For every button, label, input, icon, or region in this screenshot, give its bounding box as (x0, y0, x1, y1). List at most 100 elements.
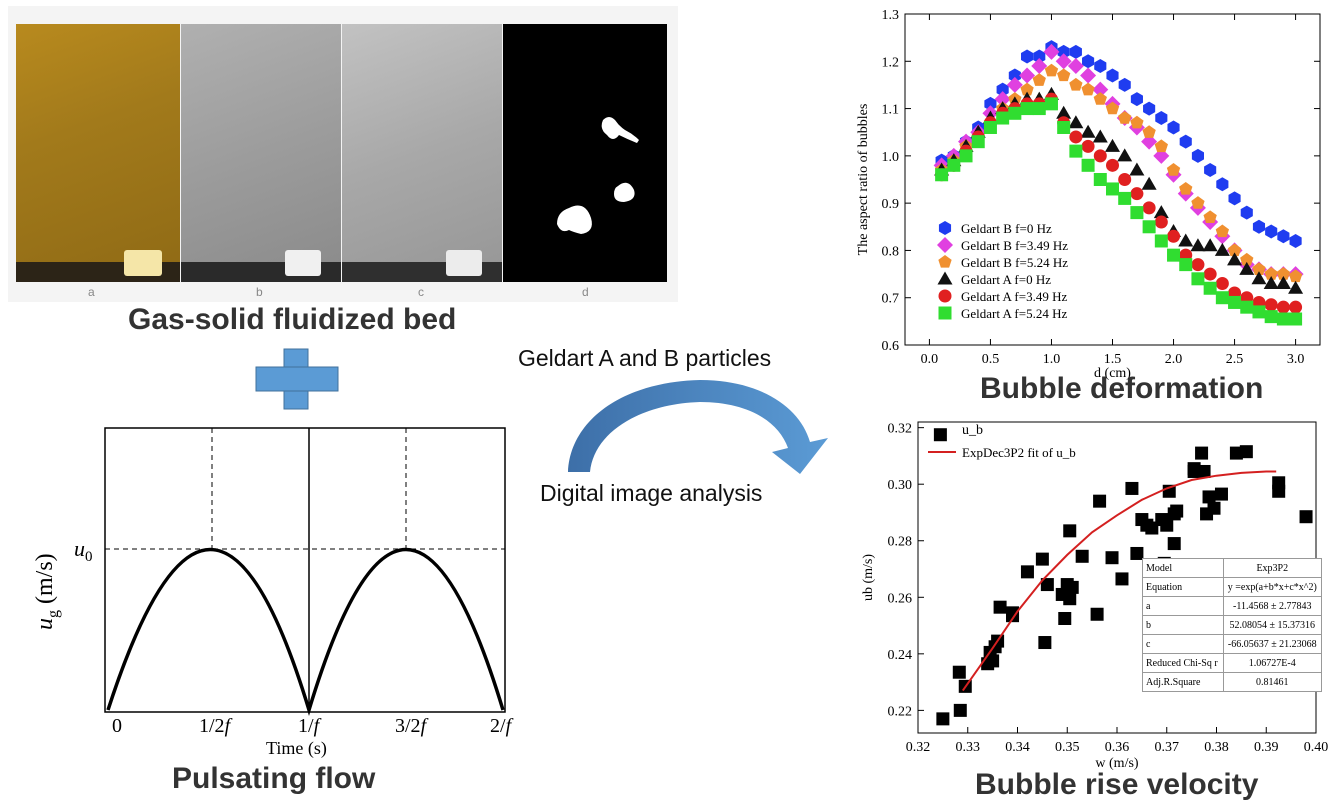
chart2-point (1063, 592, 1077, 606)
chart1-point (1118, 173, 1132, 186)
chart1-point (1203, 281, 1217, 295)
chart2-xtick-label: 0.35 (1055, 740, 1080, 755)
chart1-ytick-label: 1.2 (882, 55, 900, 70)
chart2-legend-label: ExpDec3P2 fit of u_b (962, 445, 1076, 460)
chart1-point (1006, 76, 1023, 93)
fit-table-key: Adj.R.Square (1142, 672, 1224, 692)
chart1-point (1069, 144, 1083, 158)
chart2-point (1145, 521, 1159, 535)
chart2-point (1020, 565, 1034, 579)
chart2-point (1130, 546, 1144, 560)
chart2-ytick-label: 0.26 (888, 591, 913, 606)
chart2-xtick-label: 0.34 (1005, 740, 1030, 755)
chart2-point (1040, 578, 1054, 592)
chart1-point (984, 96, 997, 111)
rise-velocity-chart: 0.22 0.24 0.26 0.28 0.30 0.32 0.32 0.33 0.34 0.35… (861, 421, 1329, 771)
chart2-point (952, 665, 966, 679)
chart1-point (1032, 73, 1046, 86)
chart1-point (1179, 134, 1192, 149)
chart2-point (1272, 476, 1286, 490)
chart2-point (1170, 504, 1184, 518)
fit-table-value: -11.4568 ± 2.77843 (1222, 596, 1323, 616)
chart1-point (1191, 272, 1205, 286)
chart2-point (936, 712, 950, 726)
chart1-point (1081, 82, 1095, 96)
photo-panel-b (181, 24, 341, 282)
chart1-point (1227, 243, 1242, 257)
pulse-tick-threehalf: 3/2f (395, 715, 429, 737)
chart1-xtick-label: 0.0 (921, 352, 939, 367)
fit-table-key: Model (1142, 558, 1224, 578)
chart1-point (1251, 271, 1267, 285)
fit-table-row: b 52.08054 ± 15.37316 (1142, 615, 1323, 635)
chart1-point (959, 149, 973, 163)
chart1-xtick-label: 2.0 (1165, 352, 1183, 367)
chart1-point (1203, 210, 1217, 223)
chart1-point (1227, 252, 1243, 266)
chart1-point (1265, 224, 1278, 239)
chart1-ytick-label: 1.1 (882, 103, 900, 118)
chart1-point (1166, 163, 1181, 176)
chart1-point (1276, 300, 1290, 314)
fit-table-value: Exp3P2 (1222, 558, 1323, 578)
pulsating-flow-diagram: ug (m/s) u0 0 1/2f 1/f 3/2f 2/f Time (s) (32, 427, 514, 759)
chart1-legend-label: Geldart A f=0 Hz (961, 272, 1051, 287)
chart1-point (1288, 280, 1304, 294)
chart1-point (1032, 102, 1046, 116)
pulse-tick-two: 2/f (490, 715, 514, 737)
chart1-point (1264, 298, 1278, 312)
chart1-point (1057, 120, 1071, 134)
chart1-point (1216, 177, 1229, 192)
fit-table-key: c (1142, 634, 1224, 654)
chart1-legend-label: Geldart B f=5.24 Hz (961, 255, 1068, 270)
chart1-point (1020, 102, 1034, 116)
chart2-point (1160, 518, 1174, 532)
chart2-ytick-label: 0.24 (888, 648, 913, 663)
bubble-rise-caption: Bubble rise velocity (975, 768, 1259, 801)
chart1-point (1228, 295, 1242, 309)
chart1-point (1106, 68, 1119, 83)
aspect-ratio-chart: 0.6 0.7 0.8 0.9 1.0 1.1 1.2 1.3 0.0 0.5 1.0 1.5 2.0 2… (856, 8, 1321, 380)
fit-table-row: Model Exp3P2 (1142, 558, 1323, 578)
photo-panel-d (503, 24, 667, 282)
arrow-bottom-text: Digital image analysis (540, 480, 763, 506)
chart1-ytick-label: 0.7 (882, 292, 900, 307)
chart1-point (1154, 234, 1168, 248)
pulse-xlabel: Time (s) (266, 738, 327, 759)
chart2-xtick-label: 0.33 (956, 740, 981, 755)
chart1-legend-marker (937, 237, 953, 253)
pulse-ylabel: ug (m/s) (32, 553, 62, 630)
chart1-ytick-label: 0.9 (882, 197, 900, 212)
chart2-point (1038, 636, 1052, 650)
chart1-point (1106, 158, 1119, 172)
chart2-legend-label: u_b (962, 423, 983, 438)
chart1-point (1044, 63, 1059, 77)
chart2-xtick-label: 0.37 (1155, 740, 1180, 755)
chart2-point (1202, 490, 1216, 504)
chart2-point (1035, 552, 1049, 566)
chart2-point (1090, 607, 1104, 621)
fit-table-key: a (1142, 596, 1224, 616)
panel-label-c: c (418, 285, 424, 299)
chart2-point (1167, 537, 1181, 551)
chart1-point (1033, 49, 1046, 64)
chart1-legend-label: Geldart A f=3.49 Hz (961, 289, 1067, 304)
chart1-point (1275, 276, 1291, 290)
chart1-point (1130, 92, 1143, 107)
chart1-point (1118, 77, 1131, 92)
fit-table-row: Adj.R.Square 0.81461 (1142, 672, 1323, 692)
chart2-xtick-label: 0.38 (1204, 740, 1229, 755)
chart1-point (996, 111, 1010, 125)
chart2-xtick-label: 0.40 (1304, 740, 1329, 755)
fit-params-table: Model Exp3P2 Equation y =exp(a+b*x+c*x^2) a -… (1142, 558, 1323, 692)
chart1-ytick-label: 1.3 (882, 8, 900, 23)
chart2-point (1207, 501, 1221, 515)
chart1-point (996, 82, 1009, 97)
chart1-point (1155, 111, 1168, 126)
chart1-point (1239, 261, 1255, 275)
chart1-point (1228, 191, 1241, 206)
chart1-point (1117, 148, 1133, 162)
chart1-point (983, 120, 997, 134)
fit-table-key: Equation (1142, 577, 1224, 597)
chart1-legend-label: Geldart A f=5.24 Hz (961, 306, 1067, 321)
